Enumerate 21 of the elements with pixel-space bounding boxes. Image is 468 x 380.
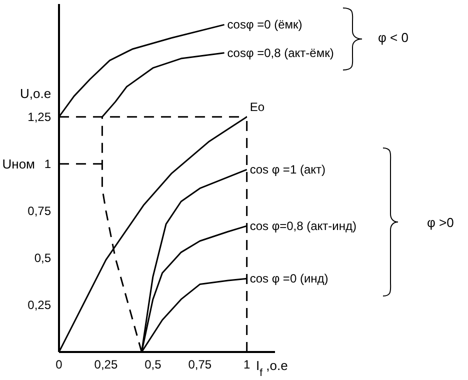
y-axis-title: U,o.e [20, 86, 52, 101]
x-tick-label: 0,75 [188, 358, 212, 372]
y-tick-label: 0,5 [34, 251, 52, 266]
series-label: cosφ =0 (ёмк) [227, 18, 302, 32]
x-tick-label: 0 [56, 358, 63, 372]
y-tick-label: 0,25 [28, 298, 52, 312]
series-label: cos φ =1 (акт) [250, 162, 326, 177]
text: φ < 0 [378, 30, 408, 45]
series-label: Eo [250, 100, 265, 114]
y-tick-label: 0,75 [28, 204, 52, 218]
series-label: cos φ=0,8 (акт-инд) [250, 218, 357, 233]
series-label: cosφ =0,8 (акт-ёмк) [227, 46, 334, 60]
annotation: Uном [2, 156, 36, 172]
x-tick-label: 1 [243, 358, 250, 372]
y-tick-label: 1,25 [28, 110, 52, 124]
x-axis-title: I$_{f}$,o.e [256, 358, 288, 378]
y-tick-label: 1 [44, 157, 52, 172]
text: φ >0 [427, 215, 454, 230]
x-tick-label: 0,25 [94, 358, 118, 372]
x-tick-label: 0,5 [144, 358, 162, 372]
series-label: cos φ =0 (инд) [250, 272, 328, 286]
